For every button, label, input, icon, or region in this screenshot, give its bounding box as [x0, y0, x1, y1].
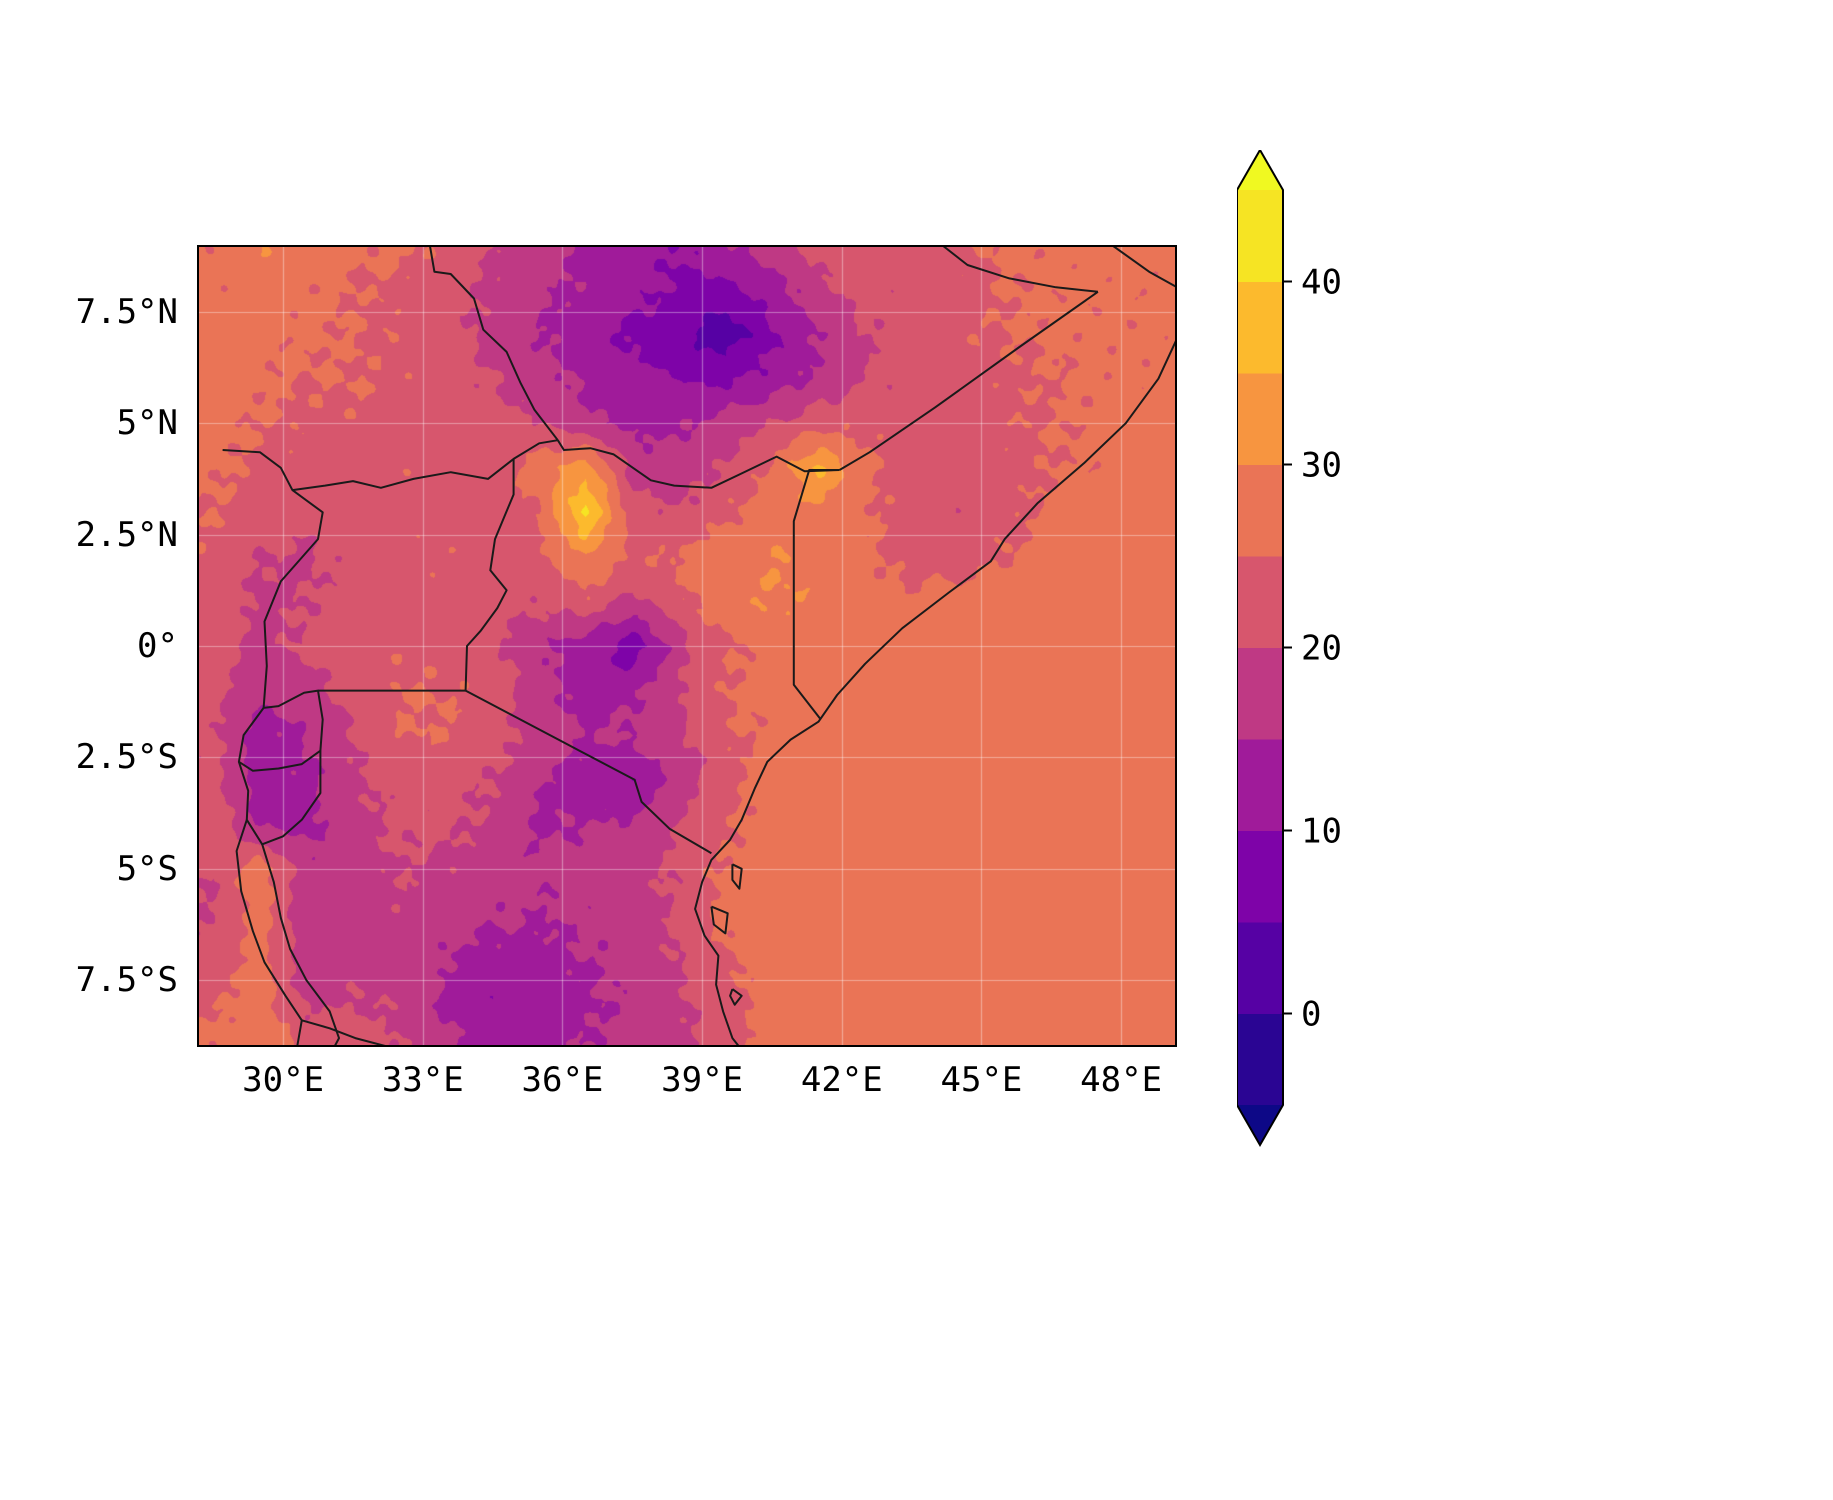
colorbar-band	[1237, 830, 1283, 923]
x-tick-label: 45°E	[940, 1060, 1023, 1100]
colorbar-tick-label: 40	[1301, 263, 1342, 303]
colorbar-outline	[1237, 150, 1284, 1148]
border-south-sudan-uganda-kenya-border	[222, 439, 558, 492]
border-pemba-island	[731, 863, 743, 890]
colorbar-band	[1237, 647, 1283, 740]
border-kenya-tanzania-border	[465, 689, 712, 855]
border-burundi-border	[237, 750, 322, 846]
y-tick-label: 5°N	[116, 403, 178, 444]
colorbar-tick-label: 30	[1301, 446, 1342, 486]
colorbar-band	[1237, 464, 1283, 557]
x-tick-label: 33°E	[381, 1060, 464, 1100]
y-tick-label: 7.5°N	[75, 291, 178, 332]
x-tick-label: 36°E	[521, 1060, 604, 1100]
border-indian-ocean-coastline	[694, 338, 1177, 1047]
border-ethiopia-somalia-border	[941, 245, 1099, 293]
border-mafia-island	[729, 988, 743, 1006]
colorbar-under-arrow	[1237, 1105, 1283, 1145]
border-ethiopia-somalia-diagonal	[838, 290, 1099, 471]
border-somalia-gulf-coast	[1111, 245, 1177, 289]
border-uganda-kenya-border	[464, 458, 515, 691]
colorbar-tick-label: 10	[1301, 812, 1342, 852]
border-rwanda-border	[237, 689, 324, 772]
colorbar-band	[1237, 372, 1283, 465]
x-tick-label: 39°E	[661, 1060, 744, 1100]
border-zanzibar-island	[710, 905, 729, 935]
border-tanzania-zambia-border	[301, 1019, 412, 1047]
border-uganda-drc-border	[262, 489, 324, 708]
x-tick-label: 48°E	[1080, 1060, 1163, 1100]
colorbar-band	[1237, 921, 1283, 1014]
map-borders-overlay	[222, 245, 1177, 1047]
colorbar-tick-label: 20	[1301, 629, 1342, 669]
border-kenya-ethiopia-border	[556, 439, 840, 489]
colorbar: 0 10 20 30 40	[1237, 150, 1342, 1148]
y-tick-label: 2.5°N	[75, 514, 178, 555]
colorbar-band	[1237, 1013, 1283, 1106]
y-tick-label: 5°S	[116, 848, 178, 889]
temperature-field-canvas	[197, 245, 1177, 1047]
map-plot	[197, 245, 1177, 1047]
border-kenya-somalia-border	[792, 469, 840, 721]
y-tick-label: 2.5°S	[75, 737, 178, 778]
y-tick-label: 7.5°S	[75, 960, 178, 1001]
y-tick-label: 0°	[137, 626, 178, 666]
colorbar-band	[1237, 189, 1283, 282]
colorbar-band	[1237, 555, 1283, 648]
colorbar-band	[1237, 281, 1283, 374]
border-south-sudan-ethiopia-border	[428, 245, 559, 441]
colorbar-tick-label: 0	[1301, 995, 1321, 1035]
border-lake-tanganyika-east-shore	[261, 844, 340, 1047]
border-lake-tanganyika-west-shore	[235, 819, 303, 1047]
x-tick-label: 30°E	[242, 1060, 325, 1100]
colorbar-band	[1237, 738, 1283, 831]
x-tick-label: 42°E	[800, 1060, 883, 1100]
colorbar-over-arrow	[1237, 150, 1283, 190]
